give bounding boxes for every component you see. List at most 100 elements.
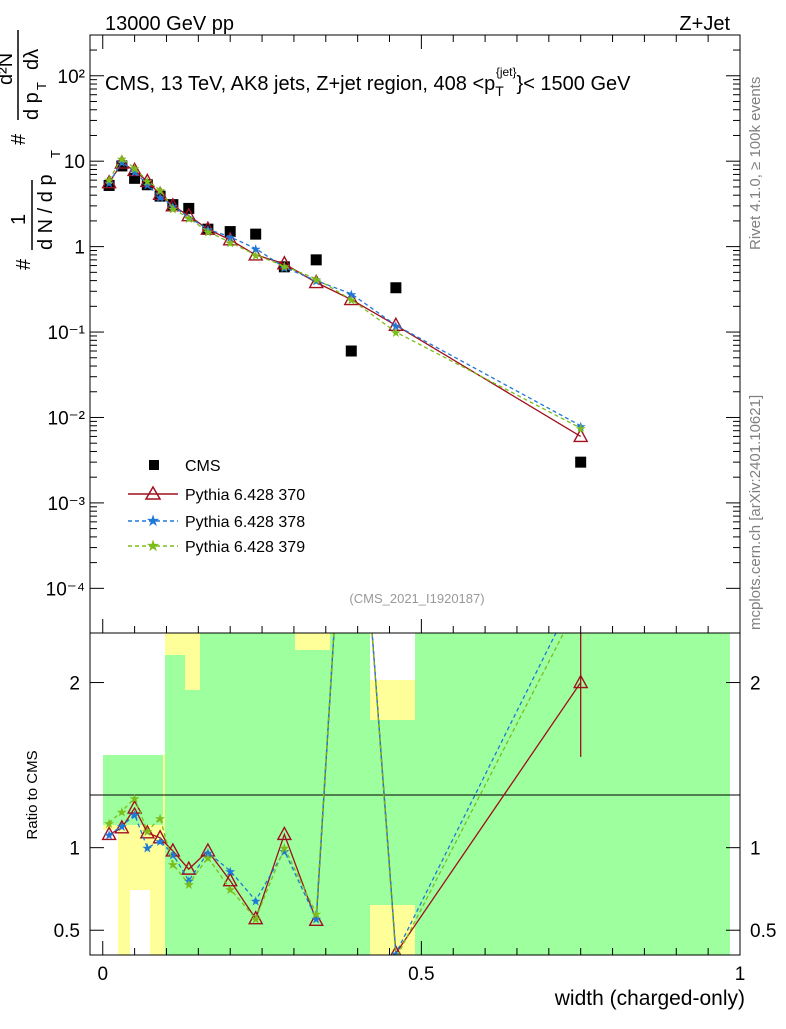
ylabel-hash: # (13, 258, 35, 270)
ratio-marker-379: ★ (250, 912, 262, 927)
ratio-marker-379: ★ (310, 907, 322, 922)
ratio-marker-378: ★ (224, 864, 236, 879)
marker-370 (139, 172, 156, 188)
ylabel-dpT: d p (21, 92, 43, 120)
band-gap-3 (370, 633, 415, 678)
marker-379: ★ (183, 211, 195, 226)
marker-379: ★ (224, 235, 236, 250)
band-green-6 (370, 720, 415, 905)
cms-data-point (167, 199, 179, 211)
ratio-marker-378: ★ (142, 841, 154, 856)
marker-378: ★ (142, 178, 154, 193)
ratio-marker-370 (114, 819, 130, 834)
cms-data-point (390, 282, 402, 294)
x-axis-label: width (charged-only) (554, 987, 745, 1010)
ratio-marker-379: ★ (154, 811, 166, 826)
legend-label-370: Pythia 6.428 370 (185, 487, 305, 504)
title-tail: }< 1500 GeV (517, 73, 632, 95)
ratio-marker-370 (308, 911, 324, 927)
ratio-ylabel: Ratio to CMS (24, 750, 41, 839)
ratio-marker-379: ★ (224, 882, 236, 897)
ratio-y-tick-labels: 0.5 0.5 1 1 2 2 (54, 674, 777, 943)
legend-marker-cms (149, 460, 159, 470)
marker-370 (308, 274, 324, 289)
ratio-marker-370 (200, 842, 216, 857)
band-green-2 (185, 690, 200, 955)
marker-378: ★ (390, 318, 402, 333)
ylabel-dl: dλ (21, 49, 43, 70)
marker-378: ★ (279, 260, 291, 275)
marker-378: ★ (129, 164, 141, 179)
legend-marker-378: ★ (146, 513, 160, 530)
ratio-marker-378: ★ (310, 912, 322, 927)
ylabel-d2N: d²N (0, 53, 17, 85)
ratio-marker-379: ★ (167, 857, 179, 872)
marker-378: ★ (575, 419, 587, 434)
ratio-line-378 (108, 633, 557, 955)
marker-370 (343, 291, 359, 306)
ratio-marker-378: ★ (129, 808, 141, 823)
title-main: CMS, 13 TeV, AK8 jets, Z+jet region, 408… (105, 73, 495, 95)
ratio-axis-ticks (90, 682, 741, 955)
main-y-tick-labels: 10⁻⁴ 10⁻³ 10⁻² 10⁻¹ 1 10 10² (46, 67, 85, 601)
ratio-marker-378: ★ (116, 819, 128, 834)
marker-379: ★ (390, 325, 402, 340)
ratio-marker-378: ★ (250, 894, 262, 909)
marker-379: ★ (279, 259, 291, 274)
ratio-marker-378: ★ (390, 946, 402, 961)
ratio-ytick-label: 0.5 (54, 921, 80, 942)
ratio-marker-379: ★ (202, 851, 214, 866)
marker-379: ★ (129, 161, 141, 176)
marker-370 (101, 174, 117, 189)
ratio-ytick-label: 2 (69, 674, 80, 695)
main-ytick-label: 1 (74, 238, 85, 259)
ylabel-dN: d N / d p (35, 174, 57, 250)
cms-data-point (575, 456, 587, 468)
main-axis-ticks (90, 34, 741, 633)
band-gap-1 (103, 830, 118, 955)
marker-379: ★ (116, 151, 128, 166)
ratio-ytick-label: 1 (69, 839, 80, 860)
ratio-marker-379: ★ (183, 877, 195, 892)
ratio-marker-379: ★ (142, 824, 154, 839)
analysis-watermark: (CMS_2021_I1920187) (349, 591, 484, 606)
ratio-xtick-label: 0 (97, 964, 108, 985)
marker-378: ★ (250, 242, 262, 257)
ratio-plot-panel: ★★★★ ★★★★★★★★★★★★★★★★★★★★★ 0.5 0.51 12 2 0 0.… (24, 632, 777, 1010)
ratio-frame (89, 632, 741, 956)
legend-label-378: Pythia 6.428 378 (185, 514, 305, 531)
main-ytick-label: 10⁻³ (48, 494, 86, 515)
ratio-marker-379: ★ (129, 791, 141, 806)
main-ytick-label: 10 (64, 152, 85, 173)
marker-370 (114, 154, 130, 169)
ratio-marker-370 (181, 860, 197, 875)
band-green-7 (415, 633, 730, 955)
main-ytick-label: 10⁻⁴ (46, 579, 85, 600)
ylabel-T2: T (34, 82, 49, 90)
title-sup: {jet} (496, 65, 517, 79)
ratio-marker-378: ★ (167, 847, 179, 862)
ratio-series-layer: ★★★★ ★★★★★★★★★★★★★★★★★★★★★ (101, 633, 589, 961)
ratio-marker-370 (276, 825, 293, 841)
main-ytick-label: 10² (58, 67, 85, 88)
chart-title: CMS, 13 TeV, AK8 jets, Z+jet region, 408… (105, 65, 631, 99)
ratio-x-tick-labels: 0 0.5 1 (97, 964, 745, 985)
marker-379: ★ (345, 293, 357, 308)
main-line-378 (108, 160, 581, 427)
main-ytick-label: 10⁻¹ (48, 323, 86, 344)
cms-data-point (129, 172, 141, 184)
cms-data-point (250, 228, 262, 240)
marker-379: ★ (575, 421, 587, 436)
main-ylabel: # 1 d N / d p T # d²N d p T dλ (0, 30, 63, 270)
legend-label-379: Pythia 6.428 379 (185, 539, 305, 556)
band-green-3 (200, 633, 295, 955)
mcplots-label: mcplots.cern.ch [arXiv:2401.10621] (747, 395, 764, 630)
cms-data-point (103, 179, 115, 191)
marker-379: ★ (167, 201, 179, 216)
ratio-marker-378: ★ (103, 827, 115, 842)
legend: CMS Pythia 6.428 370 ★ Pythia 6.428 378 … (128, 458, 305, 556)
marker-379: ★ (250, 248, 262, 263)
ratio-marker-378: ★ (183, 874, 195, 889)
marker-370 (388, 316, 404, 331)
